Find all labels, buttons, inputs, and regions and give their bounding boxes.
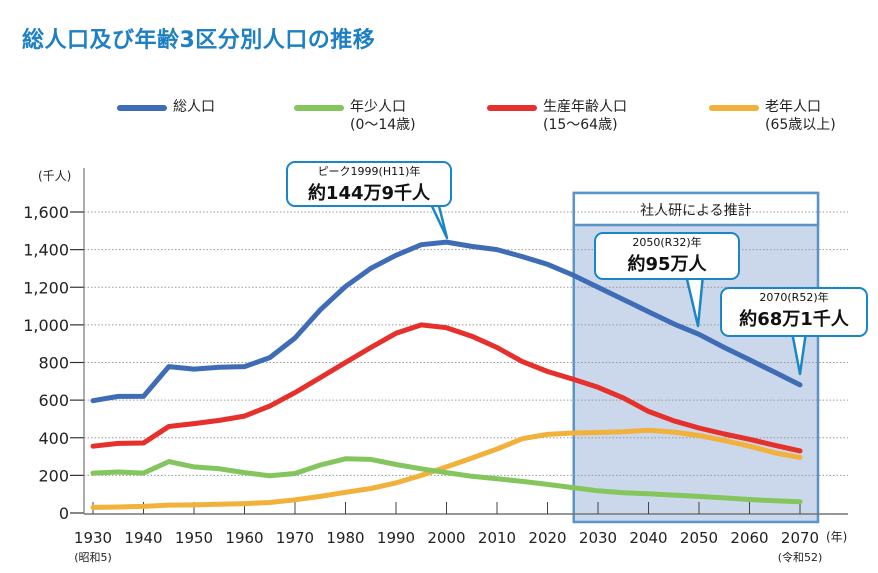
- callout-small: 2070(R52)年: [759, 291, 829, 304]
- legend-sub: (65歳以上): [765, 117, 836, 133]
- legend-sub: (15〜64歳): [543, 117, 618, 133]
- x-tick-label: 1940: [124, 529, 162, 547]
- y-tick-label: 200: [38, 466, 69, 485]
- legend-swatch: [117, 105, 167, 111]
- callout-big: 約95万人: [627, 254, 707, 275]
- projection-header: [572, 191, 820, 227]
- callout-pointer: [684, 274, 705, 328]
- callout-small: 2050(R32)年: [632, 236, 702, 249]
- legend-sub: (0〜14歳): [350, 117, 416, 133]
- legend-swatch: [294, 105, 344, 111]
- callout-pointer: [790, 331, 808, 376]
- x-tick-sublabel: (令和52): [778, 550, 823, 564]
- x-axis-unit: (年): [826, 530, 847, 544]
- x-tick-label: 2000: [427, 529, 465, 547]
- x-tick-label: 2070: [781, 529, 819, 547]
- legend-label: 老年人口: [765, 99, 821, 115]
- callout-pointer: [428, 201, 449, 240]
- y-tick-label: 1,200: [23, 278, 69, 297]
- x-tick-sublabel: (昭和5): [74, 551, 112, 564]
- x-tick-label: 2040: [629, 529, 667, 547]
- x-tick-label: 1930: [74, 529, 112, 547]
- y-axis-unit: (千人): [38, 169, 71, 183]
- y-tick-label: 1,600: [23, 203, 69, 222]
- x-tick-label: 1980: [326, 529, 364, 547]
- projection-label: 社人研による推計: [640, 203, 752, 219]
- x-tick-label: 2030: [579, 529, 617, 547]
- callout-2070: 2070(R52)年約68万1千人: [720, 287, 868, 337]
- x-tick-label: 2020: [528, 529, 566, 547]
- x-tick-label: 1960: [225, 529, 263, 547]
- series-points-3: [92, 430, 801, 508]
- series-points-2: [92, 324, 801, 452]
- callout-small: ピーク1999(H11)年: [317, 165, 421, 178]
- y-tick-label: 800: [38, 354, 69, 373]
- legend-label: 生産年齢人口: [543, 99, 627, 115]
- legend-label: 総人口: [173, 99, 215, 115]
- legend-total: 総人口: [117, 98, 215, 116]
- y-tick-label: 1,400: [23, 241, 69, 260]
- y-tick-label: 1,000: [23, 316, 69, 335]
- y-tick-label: 600: [38, 391, 69, 410]
- callout-peak: ピーク1999(H11)年約144万9千人: [286, 161, 452, 207]
- x-tick-label: 2060: [730, 529, 768, 547]
- callout-big: 約68万1千人: [739, 309, 849, 330]
- chart-title: 総人口及び年齢3区分別人口の推移: [22, 28, 376, 53]
- legend-swatch: [709, 105, 759, 111]
- x-tick-label: 2010: [478, 529, 516, 547]
- callout-big: 約144万9千人: [307, 183, 431, 204]
- legend-young: 年少人口 (0〜14歳): [294, 98, 416, 134]
- x-tick-label: 1990: [377, 529, 415, 547]
- y-tick-label: 400: [38, 429, 69, 448]
- callout-2050: 2050(R32)年約95万人: [594, 232, 740, 280]
- series-points-0: [92, 242, 801, 401]
- x-tick-label: 1970: [276, 529, 314, 547]
- legend-working: 生産年齢人口 (15〜64歳): [487, 98, 627, 134]
- x-tick-label: 1950: [175, 529, 213, 547]
- x-tick-label: 2050: [680, 529, 718, 547]
- y-tick-label: 0: [59, 504, 69, 523]
- series-points-1: [92, 458, 801, 502]
- legend-swatch: [487, 105, 537, 111]
- legend-elderly: 老年人口 (65歳以上): [709, 98, 836, 134]
- legend-label: 年少人口: [350, 99, 406, 115]
